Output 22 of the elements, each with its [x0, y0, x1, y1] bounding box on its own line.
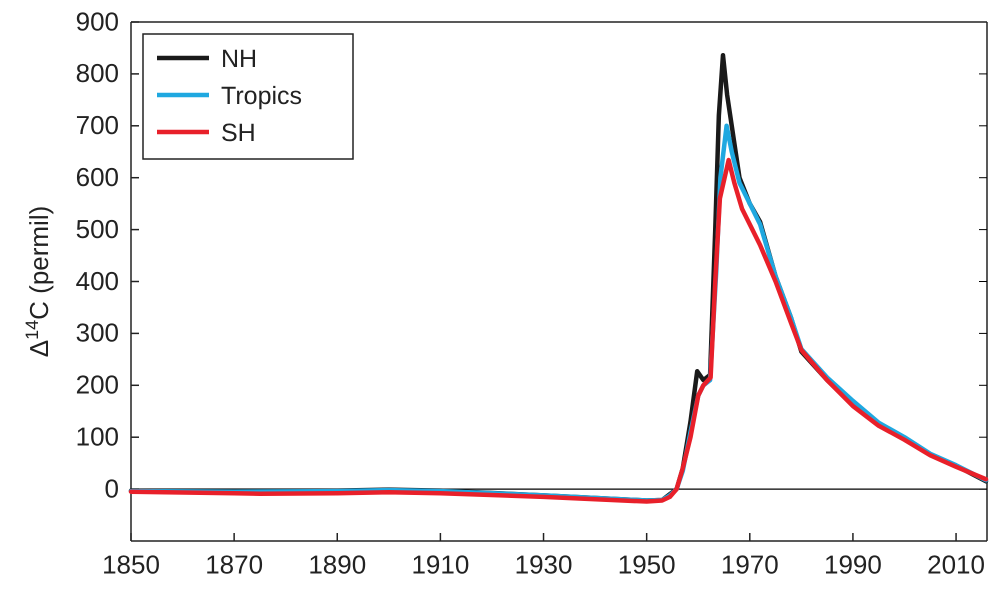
y-tick-label: 800 [76, 58, 119, 88]
y-tick-label: 500 [76, 214, 119, 244]
y-tick-label: 900 [76, 6, 119, 36]
x-tick-label: 1990 [824, 549, 882, 580]
x-tick-label: 1930 [514, 549, 572, 580]
legend-label: SH [221, 119, 256, 147]
x-tick-label: 1850 [102, 549, 160, 580]
x-tick-label: 1910 [411, 549, 470, 580]
legend-label: NH [221, 45, 258, 73]
y-tick-label: 0 [104, 473, 119, 504]
y-tick-label: 300 [76, 318, 119, 348]
x-tick-label: 1870 [205, 549, 264, 580]
y-tick-label: 600 [76, 162, 119, 192]
y-tick-label: 100 [76, 422, 119, 452]
legend-label: Tropics [221, 82, 302, 110]
x-tick-label: 2010 [927, 549, 985, 580]
y-tick-label: 400 [76, 266, 119, 296]
x-tick-label: 1890 [308, 549, 366, 580]
y-tick-label: 700 [76, 110, 119, 140]
x-tick-label: 1970 [720, 549, 779, 580]
y-tick-label: 200 [76, 370, 119, 400]
x-tick-label: 1950 [618, 549, 676, 580]
